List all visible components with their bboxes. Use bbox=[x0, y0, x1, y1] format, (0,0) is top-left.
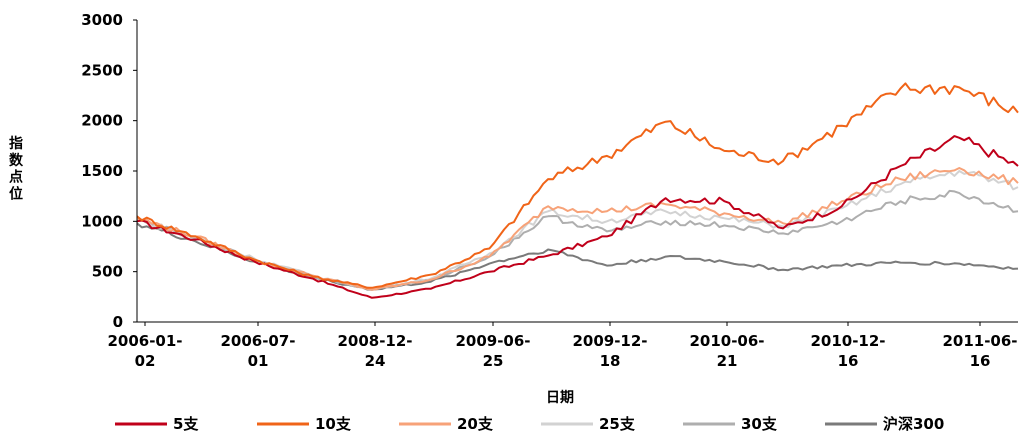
legend-label: 20支 bbox=[457, 415, 494, 433]
x-tick-label: 2010-06- bbox=[689, 332, 764, 350]
x-tick-label: 02 bbox=[135, 352, 156, 370]
legend-label: 30支 bbox=[741, 415, 778, 433]
legend-label: 沪深300 bbox=[883, 415, 944, 433]
x-tick-label: 2011-06- bbox=[942, 332, 1017, 350]
y-tick-label: 0 bbox=[113, 313, 123, 331]
y-tick-label: 3000 bbox=[81, 11, 123, 29]
y-tick-label: 2500 bbox=[81, 61, 123, 79]
y-tick-label: 2000 bbox=[81, 112, 123, 130]
y-tick-label: 500 bbox=[92, 263, 123, 281]
y-tick-label: 1500 bbox=[81, 162, 123, 180]
x-tick-label: 2009-12- bbox=[572, 332, 647, 350]
x-axis-title: 日期 bbox=[546, 390, 574, 406]
x-tick-label: 2006-07- bbox=[220, 332, 295, 350]
series-line-2 bbox=[136, 167, 1019, 291]
x-tick-label: 24 bbox=[365, 352, 386, 370]
tick-marks bbox=[133, 19, 981, 326]
x-tick-label: 21 bbox=[717, 352, 738, 370]
x-tick-label: 16 bbox=[838, 352, 859, 370]
x-tick-label: 01 bbox=[248, 352, 269, 370]
x-tick-label: 16 bbox=[970, 352, 991, 370]
series-line-4 bbox=[136, 189, 1019, 291]
y-tick-labels: 0 500 1000 1500 2000 2500 3000 bbox=[81, 11, 123, 331]
y-tick-label: 1000 bbox=[81, 212, 123, 230]
axes bbox=[136, 20, 1018, 323]
series-line-3 bbox=[136, 170, 1019, 290]
x-tick-labels: 2006-01- 02 2006-07- 01 2008-12- 24 2009-06- 25… bbox=[107, 332, 1017, 370]
x-tick-label: 2009-06- bbox=[455, 332, 530, 350]
x-tick-label: 2008-12- bbox=[337, 332, 412, 350]
x-tick-label: 18 bbox=[600, 352, 621, 370]
x-tick-label: 25 bbox=[483, 352, 504, 370]
y-axis-title: 指数点位 bbox=[9, 135, 24, 202]
x-tick-label: 2010-12- bbox=[810, 332, 885, 350]
series-line-5 bbox=[136, 222, 1019, 291]
series-line-0 bbox=[136, 135, 1019, 299]
series-lines bbox=[136, 82, 1019, 299]
legend-label: 5支 bbox=[173, 415, 199, 433]
legend: 5支 10支 20支 25支 30支 沪深300 bbox=[115, 415, 944, 433]
series-line-1 bbox=[136, 82, 1019, 289]
x-tick-label: 2006-01- bbox=[107, 332, 182, 350]
legend-label: 25支 bbox=[599, 415, 636, 433]
legend-label: 10支 bbox=[315, 415, 352, 433]
